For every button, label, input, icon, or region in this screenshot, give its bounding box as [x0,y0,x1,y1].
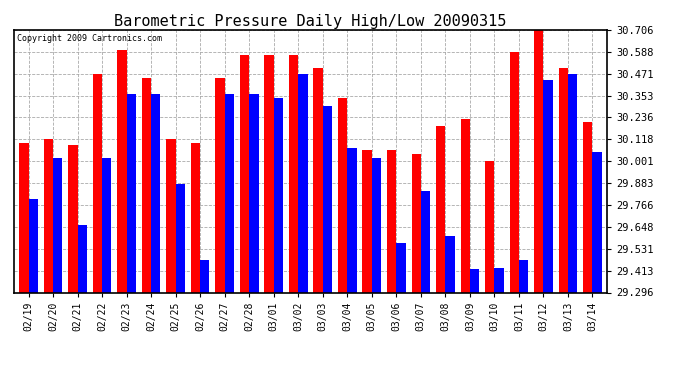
Bar [166,139,176,292]
Bar [43,139,53,292]
Bar [298,74,308,292]
Bar [151,94,161,292]
Bar [92,74,102,292]
Bar [568,74,578,292]
Bar [495,267,504,292]
Title: Barometric Pressure Daily High/Low 20090315: Barometric Pressure Daily High/Low 20090… [115,14,506,29]
Bar [559,68,568,292]
Bar [142,78,151,292]
Bar [117,50,126,292]
Bar [102,158,111,292]
Bar [264,56,274,292]
Bar [68,145,77,292]
Bar [460,118,470,292]
Bar [274,98,283,292]
Bar [126,94,136,292]
Bar [534,29,544,292]
Bar [200,260,210,292]
Bar [215,78,225,292]
Bar [338,98,347,292]
Bar [470,269,479,292]
Bar [387,150,396,292]
Bar [362,150,372,292]
Bar [544,80,553,292]
Bar [445,236,455,292]
Bar [77,225,87,292]
Bar [593,152,602,292]
Bar [583,122,593,292]
Bar [510,52,519,292]
Bar [225,94,234,292]
Bar [519,260,529,292]
Bar [176,184,185,292]
Bar [28,199,38,292]
Bar [313,68,323,292]
Bar [323,106,332,292]
Bar [191,143,200,292]
Bar [347,148,357,292]
Bar [289,56,298,292]
Bar [421,191,430,292]
Bar [485,161,495,292]
Bar [249,94,259,292]
Bar [411,154,421,292]
Bar [19,143,28,292]
Text: Copyright 2009 Cartronics.com: Copyright 2009 Cartronics.com [17,34,161,43]
Bar [240,56,249,292]
Bar [396,243,406,292]
Bar [372,158,381,292]
Bar [53,158,62,292]
Bar [436,126,445,292]
